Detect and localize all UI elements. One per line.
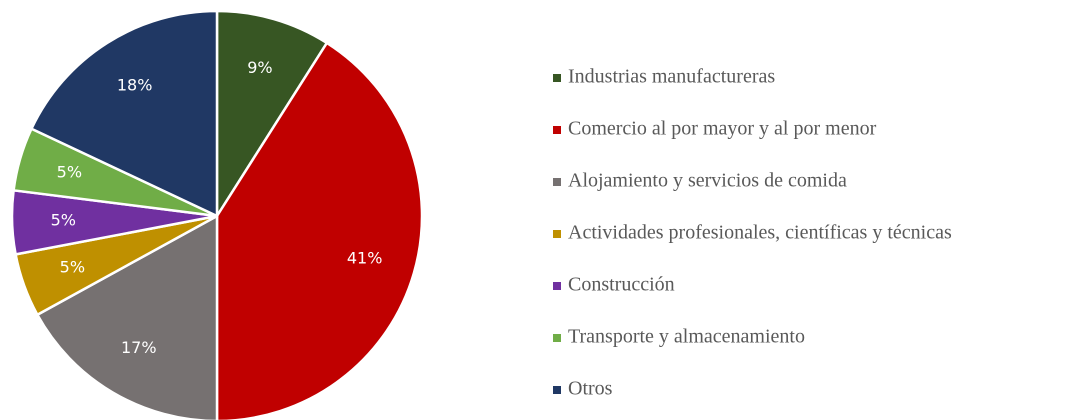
legend-swatch [553, 334, 561, 342]
data-label: 41% [347, 248, 383, 267]
legend-swatch [553, 126, 561, 134]
data-label: 5% [60, 258, 85, 277]
pie-slice [29, 9, 219, 218]
legend-label: Otros [568, 378, 613, 400]
data-label: 5% [51, 210, 76, 229]
data-label: 17% [121, 338, 157, 357]
legend-label: Alojamiento y servicios de comida [568, 170, 847, 192]
pie-slice [215, 9, 329, 221]
legend-swatch [553, 282, 561, 290]
data-label: 9% [247, 58, 272, 77]
data-label: 5% [57, 163, 82, 182]
legend-swatch [553, 74, 561, 82]
legend-label: Construcción [568, 274, 675, 296]
legend-swatch [553, 386, 561, 394]
legend-label: Transporte y almacenamiento [568, 326, 805, 348]
data-label: 18% [117, 76, 153, 95]
legend-swatch [553, 230, 561, 238]
pie-slice [215, 41, 424, 420]
legend-swatch [553, 178, 561, 186]
legend-label: Comercio al por mayor y al por menor [568, 118, 877, 140]
legend-label: Industrias manufactureras [568, 66, 775, 88]
legend-label: Actividades profesionales, científicas y… [568, 222, 952, 244]
